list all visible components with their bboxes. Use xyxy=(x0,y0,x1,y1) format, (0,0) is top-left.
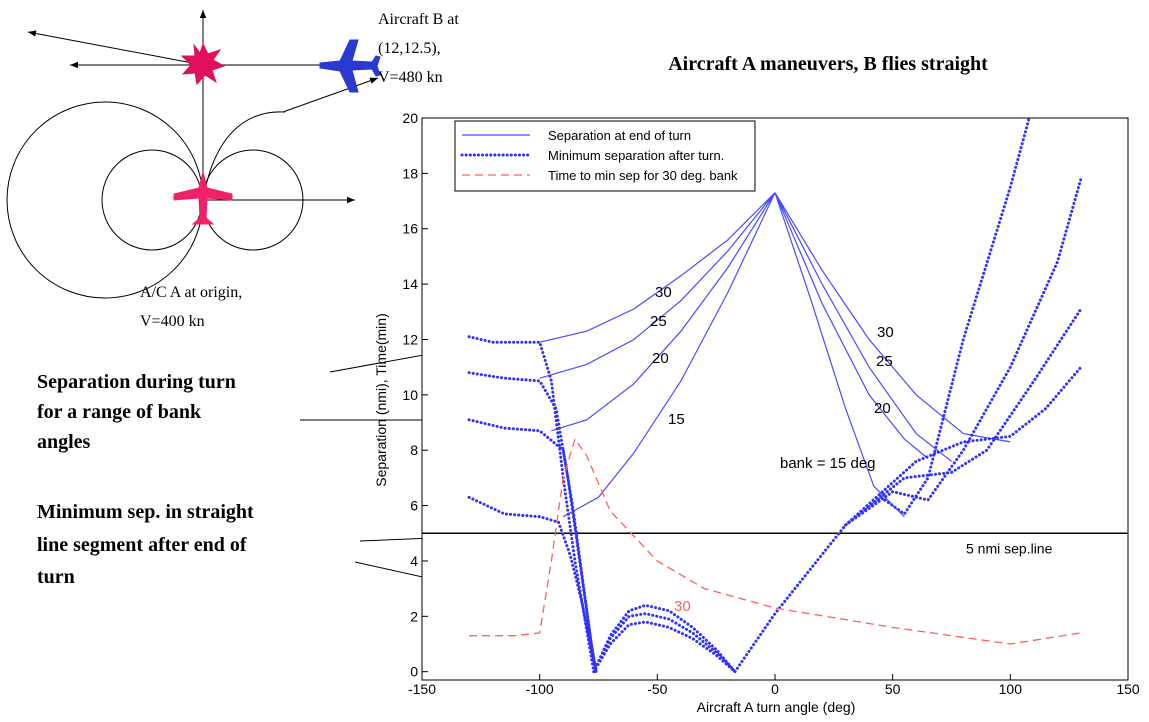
reference-label: 5 nmi sep.line xyxy=(966,540,1053,556)
maneuver-diagram xyxy=(7,10,380,298)
curve-label: 30 xyxy=(674,598,691,615)
x-tick-label: 150 xyxy=(1116,681,1140,697)
x-tick-label: -50 xyxy=(647,681,667,697)
y-tick-label: 12 xyxy=(402,331,418,347)
x-tick-label: 0 xyxy=(771,681,779,697)
y-tick-label: 2 xyxy=(410,608,418,624)
aircraft-b-label: V=480 kn xyxy=(378,69,443,86)
note-text: turn xyxy=(37,566,75,588)
x-axis-label: Aircraft A turn angle (deg) xyxy=(697,699,856,715)
chart-title: Aircraft A maneuvers, B flies straight xyxy=(668,53,988,75)
y-tick-label: 20 xyxy=(402,110,418,126)
aircraft-a-label: A/C A at origin, xyxy=(140,284,242,301)
aircraft-b-label: (12,12.5), xyxy=(378,40,441,57)
y-axis-label: Separation (nmi), Time(min) xyxy=(373,313,389,487)
x-tick-label: -100 xyxy=(526,681,554,697)
y-tick-label: 14 xyxy=(402,276,418,292)
y-tick-label: 10 xyxy=(402,387,418,403)
x-tick-label: -150 xyxy=(408,681,436,697)
y-tick-label: 16 xyxy=(402,221,418,237)
note-text: line segment after end of xyxy=(37,534,247,556)
aircraft-b-label: Aircraft B at xyxy=(378,11,459,28)
figure: Aircraft A maneuvers, B flies straight A… xyxy=(0,0,1149,722)
legend-label: Minimum separation after turn. xyxy=(548,148,724,163)
y-tick-label: 8 xyxy=(410,442,418,458)
curve-label: 30 xyxy=(877,324,894,341)
y-tick-label: 4 xyxy=(410,553,418,569)
note-text: Minimum sep. in straight xyxy=(37,501,254,523)
y-tick-label: 18 xyxy=(402,165,418,181)
x-tick-label: 100 xyxy=(999,681,1023,697)
aircraft-a-label: V=400 kn xyxy=(140,313,205,330)
curve-label: 20 xyxy=(652,350,669,367)
curve-label: bank = 15 deg xyxy=(780,455,876,472)
y-tick-label: 0 xyxy=(410,664,418,680)
curve-label: 20 xyxy=(874,400,891,417)
legend-label: Separation at end of turn xyxy=(548,128,691,143)
curve-label: 30 xyxy=(655,284,672,301)
curve-label: 15 xyxy=(668,411,685,428)
legend: Separation at end of turn Minimum separat… xyxy=(455,121,755,191)
y-tick-label: 6 xyxy=(410,498,418,514)
note-text: angles xyxy=(37,431,91,453)
curve-label: 25 xyxy=(650,313,667,330)
legend-label: Time to min sep for 30 deg. bank xyxy=(548,168,738,183)
curve-label: 25 xyxy=(876,353,893,370)
note-text: Separation during turn xyxy=(37,371,236,393)
note-text: for a range of bank xyxy=(37,401,202,423)
x-tick-label: 50 xyxy=(885,681,901,697)
